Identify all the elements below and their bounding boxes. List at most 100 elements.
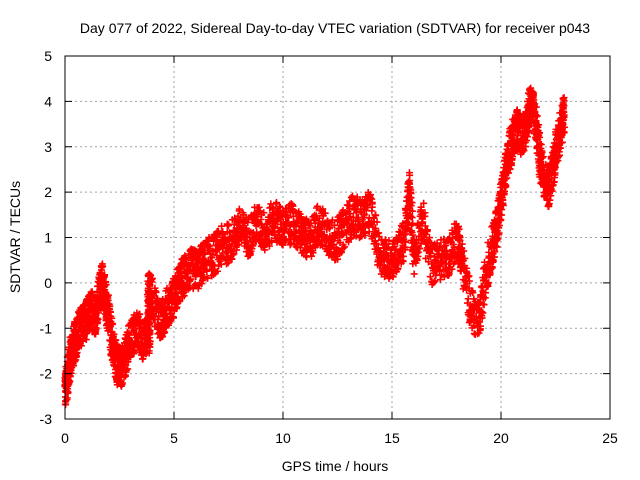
data-point bbox=[82, 336, 90, 344]
data-point bbox=[527, 84, 535, 92]
y-tick-label: -2 bbox=[40, 366, 53, 382]
data-point bbox=[489, 258, 497, 266]
data-point bbox=[504, 169, 512, 177]
data-point bbox=[407, 189, 415, 197]
data-point bbox=[187, 275, 195, 283]
data-point bbox=[321, 209, 329, 217]
data-point bbox=[73, 349, 81, 357]
data-point bbox=[319, 205, 327, 213]
data-point bbox=[343, 219, 351, 227]
data-point bbox=[109, 320, 117, 328]
data-point bbox=[228, 255, 236, 263]
data-point bbox=[175, 297, 183, 305]
data-point bbox=[145, 340, 153, 348]
data-point bbox=[405, 169, 413, 177]
data-point bbox=[558, 138, 566, 146]
data-point bbox=[407, 213, 415, 221]
data-point bbox=[421, 222, 429, 230]
data-point bbox=[402, 230, 410, 238]
data-point bbox=[448, 255, 456, 263]
data-point bbox=[532, 103, 540, 111]
data-point bbox=[538, 147, 546, 155]
data-point bbox=[547, 192, 555, 200]
data-point bbox=[124, 365, 132, 373]
data-point bbox=[480, 301, 488, 309]
data-point bbox=[537, 141, 545, 149]
x-tick-label: 15 bbox=[384, 430, 400, 446]
data-point bbox=[273, 199, 281, 207]
x-tick-label: 10 bbox=[275, 430, 291, 446]
data-point bbox=[145, 331, 153, 339]
data-point bbox=[540, 167, 548, 175]
data-point bbox=[465, 277, 473, 285]
data-point bbox=[126, 353, 134, 361]
x-tick-label: 5 bbox=[170, 430, 178, 446]
data-point bbox=[186, 284, 194, 292]
data-point bbox=[307, 219, 315, 227]
data-point bbox=[556, 144, 564, 152]
data-point bbox=[420, 199, 428, 207]
data-point bbox=[560, 97, 568, 105]
data-point bbox=[180, 292, 188, 300]
data-point bbox=[522, 143, 530, 151]
x-tick-label: 25 bbox=[602, 430, 618, 446]
data-point bbox=[152, 288, 160, 296]
data-point bbox=[255, 203, 263, 211]
x-tick-label: 20 bbox=[493, 430, 509, 446]
data-point bbox=[93, 317, 101, 325]
data-point bbox=[165, 321, 173, 329]
x-axis-ticks: 0 5 10 15 20 25 bbox=[61, 56, 618, 446]
data-point bbox=[469, 310, 477, 318]
data-point bbox=[455, 222, 463, 230]
data-point bbox=[198, 244, 206, 252]
data-point bbox=[493, 243, 501, 251]
data-point bbox=[525, 129, 533, 137]
chart-title: Day 077 of 2022, Sidereal Day-to-day VTE… bbox=[80, 20, 590, 36]
data-point bbox=[546, 196, 554, 204]
data-point bbox=[523, 133, 531, 141]
data-point bbox=[536, 133, 544, 141]
data-point bbox=[313, 202, 321, 210]
data-point bbox=[289, 202, 297, 210]
data-point bbox=[419, 218, 427, 226]
data-point bbox=[500, 190, 508, 198]
data-point bbox=[233, 241, 241, 249]
data-point bbox=[538, 154, 546, 162]
data-point bbox=[479, 309, 487, 317]
data-point bbox=[442, 241, 450, 249]
data-point bbox=[355, 217, 363, 225]
data-point bbox=[235, 207, 243, 215]
data-point bbox=[224, 222, 232, 230]
data-point bbox=[451, 258, 459, 266]
data-point bbox=[373, 218, 381, 226]
data-point bbox=[372, 240, 380, 248]
data-point bbox=[98, 263, 106, 271]
data-point bbox=[408, 207, 416, 215]
data-point bbox=[423, 227, 431, 235]
data-points bbox=[61, 84, 569, 409]
y-tick-label: -1 bbox=[40, 320, 53, 336]
data-point bbox=[408, 199, 416, 207]
data-point bbox=[421, 209, 429, 217]
data-point bbox=[535, 121, 543, 129]
data-point bbox=[389, 272, 397, 280]
data-point bbox=[530, 107, 538, 115]
data-point bbox=[155, 313, 163, 321]
y-tick-label: 4 bbox=[44, 93, 52, 109]
data-point bbox=[328, 216, 336, 224]
data-point bbox=[539, 153, 547, 161]
data-point bbox=[476, 326, 484, 334]
data-point bbox=[417, 206, 425, 214]
data-point bbox=[436, 276, 444, 284]
data-point bbox=[130, 350, 138, 358]
y-tick-label: 2 bbox=[44, 184, 52, 200]
data-point bbox=[194, 284, 202, 292]
data-point bbox=[460, 247, 468, 255]
data-point bbox=[368, 199, 376, 207]
data-point bbox=[326, 223, 334, 231]
data-point bbox=[371, 212, 379, 220]
data-point bbox=[136, 310, 144, 318]
data-point bbox=[173, 289, 181, 297]
x-tick-label: 0 bbox=[61, 430, 69, 446]
data-point bbox=[530, 96, 538, 104]
